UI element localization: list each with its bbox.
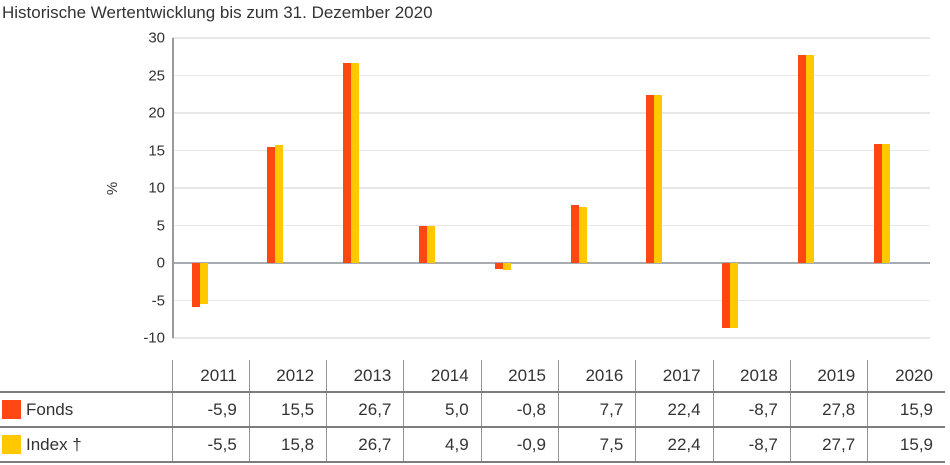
bar-index-2019 xyxy=(805,55,814,263)
table-header-year-2015: 2015 xyxy=(480,360,559,393)
table-value-fonds-2020: 15,9 xyxy=(867,392,945,428)
gridline-15 xyxy=(172,149,930,152)
gridline--5 xyxy=(172,299,930,302)
y-tick-30: 30 xyxy=(148,29,165,47)
gridline--10 xyxy=(172,337,930,339)
table-header-year-2012: 2012 xyxy=(248,360,327,393)
gridline-0 xyxy=(172,262,930,264)
table-header-year-2011: 2011 xyxy=(171,360,250,393)
bar-index-2014 xyxy=(426,226,435,263)
gridline-10 xyxy=(172,187,930,189)
plot-area xyxy=(172,37,930,339)
bar-fonds-2013 xyxy=(343,62,352,263)
legend-label-fonds: Fonds xyxy=(26,399,74,419)
table-row-index: Index † -5,5 15,8 26,7 4,9 -0,9 7,5 22,4 -8,7 27,… xyxy=(0,427,945,463)
legend-cell-fonds: Fonds xyxy=(0,392,172,428)
y-axis-line xyxy=(172,38,174,338)
table-value-index-2020: 15,9 xyxy=(867,427,945,463)
gridline-30 xyxy=(172,37,930,39)
table-header-row: 2011 2012 2013 2014 2015 2016 2017 2018 2019 2020 xyxy=(0,360,945,393)
legend-cell-index: Index † xyxy=(0,427,172,463)
y-tick-15: 15 xyxy=(148,142,165,159)
table-value-index-2014: 4,9 xyxy=(403,427,482,463)
table-value-index-2018: -8,7 xyxy=(712,427,791,463)
table-value-fonds-2015: -0,8 xyxy=(480,392,559,428)
table-header-year-2020: 2020 xyxy=(867,360,945,393)
y-tick-0: 0 xyxy=(156,254,165,272)
y-tick-20: 20 xyxy=(148,104,165,122)
bar-fonds-2019 xyxy=(797,54,806,263)
bar-fonds-2016 xyxy=(570,205,579,263)
bar-index-2011 xyxy=(199,263,208,305)
bar-index-2018 xyxy=(730,263,739,329)
bar-index-2013 xyxy=(351,62,360,263)
table-value-index-2017: 22,4 xyxy=(635,427,714,463)
table-value-index-2019: 27,7 xyxy=(789,427,868,463)
table-value-fonds-2011: -5,9 xyxy=(171,392,250,428)
table-value-index-2016: 7,5 xyxy=(557,427,636,463)
y-tick-25: 25 xyxy=(148,67,165,84)
y-tick--5: -5 xyxy=(151,292,165,309)
table-value-index-2012: 15,8 xyxy=(248,427,327,463)
table-value-fonds-2018: -8,7 xyxy=(712,392,791,428)
gridline-5 xyxy=(172,224,930,227)
bar-fonds-2014 xyxy=(418,225,427,263)
y-tick-5: 5 xyxy=(156,217,165,234)
table-value-fonds-2014: 5,0 xyxy=(403,392,482,428)
gridline-25 xyxy=(172,74,930,77)
table-header-year-2018: 2018 xyxy=(712,360,791,393)
bar-fonds-2012 xyxy=(267,146,276,263)
table-corner-cell xyxy=(0,360,172,393)
table-value-fonds-2013: 26,7 xyxy=(326,392,404,428)
table-header-year-2017: 2017 xyxy=(635,360,714,393)
legend-swatch-index xyxy=(2,434,21,454)
table-header-year-2013: 2013 xyxy=(326,360,404,393)
y-tick--10: -10 xyxy=(143,329,165,347)
bar-index-2017 xyxy=(654,95,663,263)
table-value-index-2011: -5,5 xyxy=(171,427,250,463)
bar-fonds-2020 xyxy=(873,143,882,263)
performance-table: 2011 2012 2013 2014 2015 2016 2017 2018 2019 2020… xyxy=(0,360,945,463)
table-value-fonds-2012: 15,5 xyxy=(248,392,327,428)
y-tick-10: 10 xyxy=(148,179,165,197)
bar-index-2012 xyxy=(275,144,284,263)
table-value-fonds-2017: 22,4 xyxy=(635,392,714,428)
bar-fonds-2015 xyxy=(494,263,503,269)
table-header-year-2016: 2016 xyxy=(557,360,636,393)
table-header-year-2019: 2019 xyxy=(789,360,868,393)
bar-index-2015 xyxy=(502,263,511,270)
bar-fonds-2018 xyxy=(722,263,731,329)
bar-index-2016 xyxy=(578,206,587,263)
table-header-year-2014: 2014 xyxy=(403,360,482,393)
table-value-index-2013: 26,7 xyxy=(326,427,404,463)
legend-label-index: Index † xyxy=(26,434,82,454)
chart-title: Historische Wertentwicklung bis zum 31. … xyxy=(2,3,433,22)
bar-index-2020 xyxy=(881,143,890,263)
gridline-20 xyxy=(172,112,930,114)
table-value-fonds-2016: 7,7 xyxy=(557,392,636,428)
legend-swatch-fonds xyxy=(2,399,21,419)
bar-fonds-2017 xyxy=(646,95,655,263)
table-row-fonds: Fonds -5,9 15,5 26,7 5,0 -0,8 7,7 22,4 -8,7 27,8 1… xyxy=(0,392,945,428)
bar-fonds-2011 xyxy=(191,263,200,308)
table-value-index-2015: -0,9 xyxy=(480,427,559,463)
table-value-fonds-2019: 27,8 xyxy=(789,392,868,428)
